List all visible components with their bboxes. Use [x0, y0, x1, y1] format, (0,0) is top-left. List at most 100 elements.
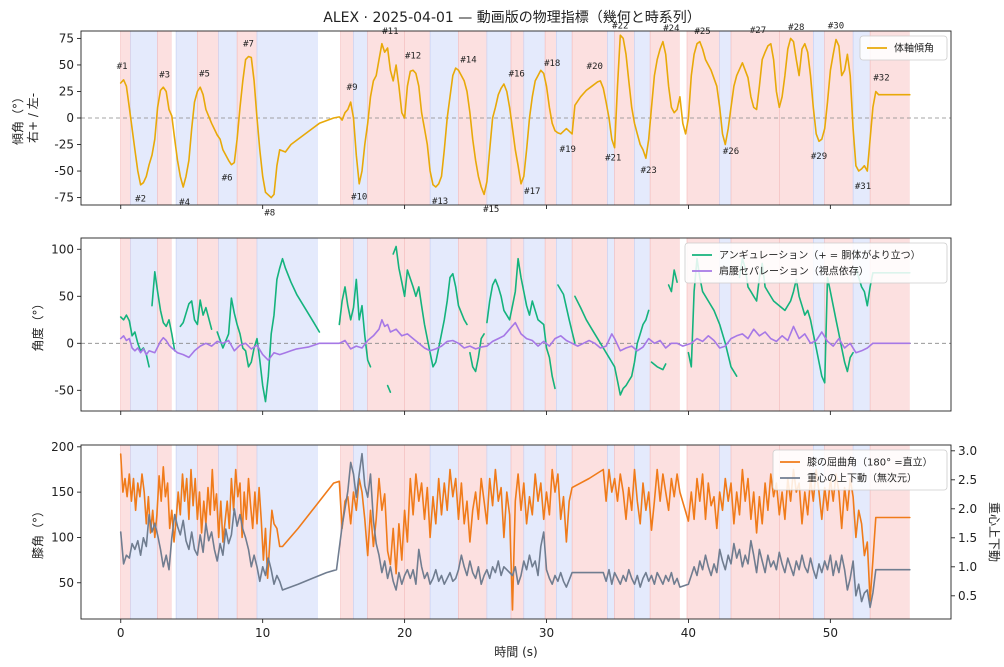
turn-band-right — [545, 445, 557, 619]
turn-band-right — [731, 445, 780, 619]
x-tick-label: 30 — [539, 626, 554, 640]
x-tick-label: 50 — [823, 626, 838, 640]
series-line-angulation-9 — [557, 284, 576, 345]
stroke-label: #9 — [347, 83, 358, 93]
stroke-label: #14 — [460, 56, 476, 66]
stroke-label: #6 — [222, 173, 233, 183]
turn-band-left — [430, 238, 459, 411]
turn-band-left — [486, 445, 511, 619]
series-line-angulation-2 — [179, 299, 213, 330]
turn-band-left — [634, 445, 651, 619]
series-line-knee-0 — [119, 453, 911, 611]
stroke-label: #24 — [663, 24, 679, 34]
y-tick-label: 100 — [51, 242, 74, 256]
y-tick-label: 150 — [51, 485, 74, 499]
series-group — [119, 34, 911, 199]
stroke-label: #29 — [811, 152, 827, 162]
panel-angles: -50 0 50 100 角度（°） アンギュレーション（+ = 胴体がより立つ） 肩腰セパ… — [30, 237, 952, 415]
y-tick-label: 50 — [59, 576, 74, 590]
turn-band-right — [650, 445, 680, 619]
turn-band-left — [176, 238, 198, 411]
stroke-label: #28 — [788, 23, 804, 33]
turn-band-right — [197, 238, 219, 411]
series-line-separation-0 — [119, 319, 911, 361]
plot-frame — [80, 444, 952, 620]
y-tick-label: -75 — [54, 191, 74, 205]
turn-band-right — [404, 238, 431, 411]
turn-band-left — [218, 31, 238, 205]
series-line-angulation-14 — [738, 257, 854, 384]
stroke-label: #16 — [509, 69, 525, 79]
stroke-label: #18 — [544, 59, 560, 69]
series-line-angulation-10 — [574, 295, 650, 396]
turn-band-left — [257, 238, 318, 411]
legend-label: 膝の屈曲角（180° =直立） — [807, 456, 933, 469]
y-tick-label: -25 — [54, 138, 74, 152]
legend-box — [859, 35, 948, 61]
turn-band-right — [237, 238, 257, 411]
stroke-label: #5 — [199, 69, 210, 79]
series-line-lean-0 — [119, 34, 911, 199]
stroke-label: #22 — [612, 22, 628, 32]
stroke-label: #3 — [159, 71, 170, 81]
turn-band-right — [237, 445, 257, 619]
turn-band-left — [130, 238, 158, 411]
turn-band-right — [650, 238, 680, 411]
y-tick-label: 0 — [66, 336, 74, 350]
legend-label: 肩腰セパレーション（視点依存） — [719, 265, 869, 278]
y-axis-label-line: 膝角（°） — [31, 505, 45, 559]
stroke-label: #7 — [243, 40, 254, 50]
turn-band-left — [813, 445, 825, 619]
series-line-angulation-6 — [392, 245, 468, 368]
y-tick-label: 50 — [59, 289, 74, 303]
series-line-angulation-13 — [687, 257, 738, 377]
y-tick-label: -50 — [54, 383, 74, 397]
y-axis-label-line: 右+ / 左- — [25, 93, 40, 143]
legend-box — [684, 242, 948, 284]
panel-knee: 50 100 150 200 0.5 1.0 1.5 2.0 2.5 3.0 0 10 20 30 40 50… — [31, 440, 1001, 640]
series-line-angulation-3 — [216, 257, 321, 403]
series-line-angulation-7 — [469, 333, 485, 373]
y-axis-label: 膝角（°） — [31, 505, 45, 559]
y-tick-label: -50 — [54, 164, 74, 178]
y2-tick-label: 1.0 — [958, 560, 977, 574]
turn-band-left — [353, 238, 368, 411]
legend-box — [772, 449, 948, 491]
y2-tick-label: 3.0 — [958, 444, 977, 458]
turn-band-right — [687, 445, 720, 619]
turn-band-left — [607, 445, 615, 619]
stroke-label: #2 — [135, 195, 146, 205]
panel-lean: #1 #2 #3 #4 #5 #6 #7 #8 #9 #10 #11 #12 #13 #14 #15 #16 #… — [11, 22, 952, 218]
turn-band-right — [511, 238, 524, 411]
stroke-label: #15 — [483, 205, 499, 215]
turn-band-left — [430, 445, 459, 619]
stroke-label: #12 — [405, 51, 421, 61]
y-axis-label: 傾角（°）右+ / 左- — [11, 91, 40, 145]
turn-band-right — [458, 445, 487, 619]
y-tick-label: 75 — [59, 31, 74, 45]
stroke-label: #25 — [694, 27, 710, 37]
x-tick-label: 40 — [681, 626, 696, 640]
legend-label: 体軸傾角 — [894, 42, 934, 55]
turn-band-left — [556, 445, 572, 619]
series-line-angulation-5 — [386, 384, 392, 393]
series-group — [119, 452, 911, 611]
y-axis-label-line: 角度（°） — [30, 297, 45, 351]
turn-band-left — [218, 445, 238, 619]
turn-band-right — [340, 238, 354, 411]
turn-band-left — [556, 238, 572, 411]
turn-band-right — [157, 31, 172, 205]
series-line-angulation-4 — [338, 278, 372, 368]
y-axis-label-line: 傾角（°） — [11, 91, 25, 145]
turn-band-right — [120, 445, 131, 619]
turn-band-left — [719, 238, 732, 411]
series-group — [119, 245, 911, 403]
stroke-label: #32 — [873, 74, 889, 84]
turn-band-right — [157, 445, 172, 619]
turn-band-right — [614, 238, 635, 411]
turn-band-left — [813, 238, 825, 411]
y-tick-label: 0 — [66, 111, 74, 125]
stroke-label: #13 — [432, 197, 448, 207]
turn-band-left — [607, 31, 615, 205]
stroke-label: #4 — [179, 198, 190, 208]
